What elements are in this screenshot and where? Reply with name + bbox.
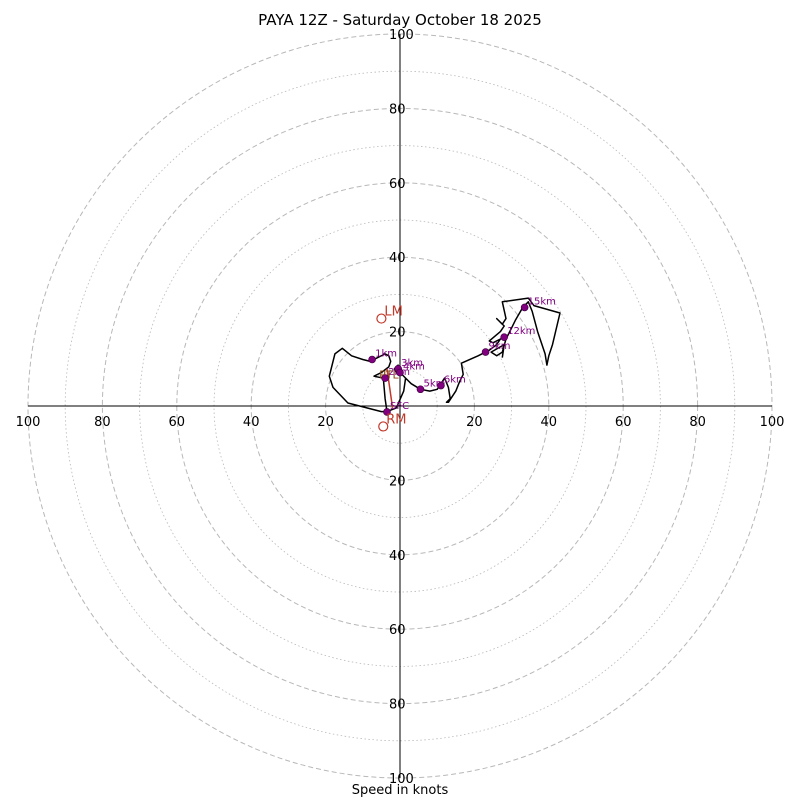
y-tick-label: 80 — [389, 102, 406, 117]
height-marker-label: 3km — [401, 358, 423, 369]
height-marker-dot — [500, 333, 508, 341]
height-marker-dot — [481, 348, 490, 356]
height-marker-label: 6km — [444, 375, 466, 386]
height-markers: SFC1km2km3km4km5km6km9km12km15kmPTL — [368, 296, 556, 416]
x-tick-label: 100 — [760, 415, 785, 430]
height-marker-dot — [416, 385, 425, 394]
y-tick-label: 100 — [389, 28, 414, 43]
x-tick-label: 40 — [541, 415, 558, 430]
height-marker-dot — [383, 408, 391, 416]
chart-title: PAYA 12Z - Saturday October 18 2025 — [258, 11, 542, 29]
x-tick-label: 80 — [689, 415, 706, 430]
x-tick-label: 60 — [169, 415, 186, 430]
x-tick-label: 80 — [94, 415, 111, 430]
storm-motion-label: RM — [386, 412, 406, 427]
y-tick-label: 40 — [389, 549, 406, 564]
height-marker-label: 4km — [403, 362, 425, 373]
ptl-label: PTL — [379, 368, 399, 381]
y-tick-label: 60 — [389, 177, 406, 192]
storm-motion-circle — [376, 313, 387, 324]
y-tick-label: 20 — [389, 326, 406, 341]
storm-motion-markers: LM RM — [376, 305, 407, 432]
height-marker-label: 9km — [489, 341, 511, 352]
x-axis-label: Speed in knots — [351, 783, 449, 798]
y-tick-label: 20 — [389, 474, 406, 489]
height-marker-dot — [437, 381, 445, 390]
x-tick-label: 40 — [243, 415, 260, 430]
storm-motion-label: LM — [384, 305, 402, 320]
hodograph-trace — [328, 297, 561, 413]
y-tick-label: 100 — [389, 772, 414, 787]
x-tick-label: 20 — [466, 415, 483, 430]
x-tick-label: 20 — [317, 415, 334, 430]
storm-motion-circle — [378, 421, 389, 432]
height-marker-label: SFC — [390, 401, 409, 412]
height-marker-label: 12km — [507, 326, 535, 337]
height-marker-label: 15km — [528, 296, 556, 307]
y-tick-label: 40 — [389, 251, 406, 266]
axes — [28, 34, 772, 778]
tick-labels: 100 80 60 40 20 20 40 60 80 100 100 80 60 40 20 20 40 60 8… — [16, 28, 785, 787]
height-marker-label: 5km — [423, 378, 445, 389]
x-tick-label: 60 — [615, 415, 632, 430]
y-tick-label: 60 — [389, 623, 406, 638]
height-marker-dot — [520, 303, 529, 312]
x-tick-label: 100 — [16, 415, 41, 430]
height-marker-label: 1km — [375, 349, 397, 360]
hodograph-line — [328, 297, 561, 413]
shear-vector — [386, 368, 394, 408]
y-tick-label: 80 — [389, 698, 406, 713]
height-marker-dot — [381, 374, 389, 382]
height-marker-dot — [368, 355, 376, 364]
height-marker-dot — [396, 368, 404, 377]
